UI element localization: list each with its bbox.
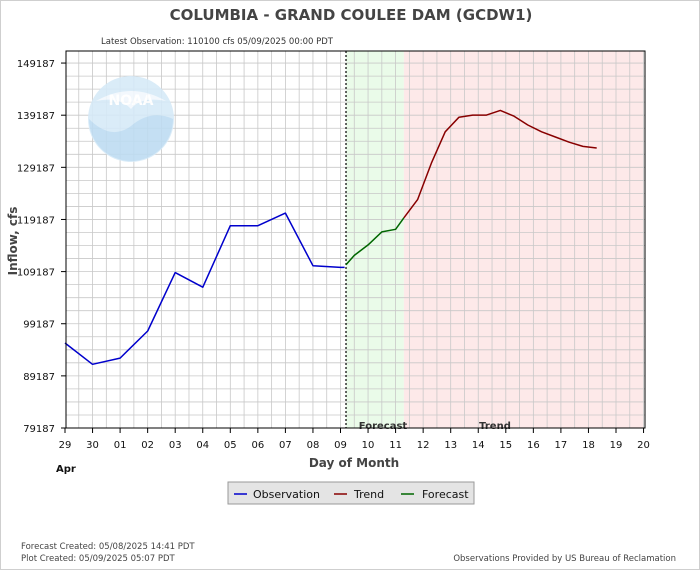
data-source: Observations Provided by US Bureau of Re… xyxy=(453,554,676,564)
x-tick-label: 06 xyxy=(251,440,264,451)
y-tick-label: 79187 xyxy=(23,424,55,435)
y-tick-label: 139187 xyxy=(17,111,55,122)
y-tick-labels: 79187 89187 99187 109187 119187 129187 139187 1… xyxy=(17,59,66,435)
x-tick-label: 29 xyxy=(59,440,72,451)
series-line-observation xyxy=(64,212,345,366)
x-tick-label: 30 xyxy=(86,440,99,451)
plot-border xyxy=(65,50,646,429)
legend-trend: Trend xyxy=(353,488,384,501)
legend: Observation Trend Forecast xyxy=(227,481,475,505)
x-tick-label: 17 xyxy=(555,440,568,451)
legend-forecast: Forecast xyxy=(422,488,469,501)
x-tick-label: 12 xyxy=(417,440,430,451)
region-forecast xyxy=(346,51,404,428)
x-tick-label: 01 xyxy=(114,440,127,451)
data-series xyxy=(64,109,597,366)
x-tick-label: 02 xyxy=(141,440,154,451)
y-axis-label: Inflow, cfs xyxy=(6,207,20,276)
x-tick-label: 14 xyxy=(472,440,485,451)
latest-observation: Latest Observation: 110100 cfs 05/09/202… xyxy=(101,37,334,47)
y-tick-label: 119187 xyxy=(17,215,55,226)
forecast-created: Forecast Created: 05/08/2025 14:41 PDT xyxy=(21,542,195,552)
x-tick-label: 03 xyxy=(169,440,182,451)
x-tick-label: 15 xyxy=(499,440,512,451)
x-tick-label: 19 xyxy=(610,440,623,451)
x-tick-label: 18 xyxy=(582,440,595,451)
x-tick-label: 20 xyxy=(637,440,650,451)
series-line-forecast xyxy=(345,217,405,266)
region-trend xyxy=(403,51,644,428)
x-tick-label: 07 xyxy=(279,440,292,451)
x-tick-label: 10 xyxy=(362,440,375,451)
trend-region-label: Trend xyxy=(479,421,511,432)
y-tick-label: 89187 xyxy=(23,372,55,383)
y-tick-label: 99187 xyxy=(23,320,55,331)
x-tick-labels: 29 30 01 02 03 04 05 06 07 08 09 10 11 12 13 14 15 16 17 18… xyxy=(59,428,650,451)
x-tick-label: 16 xyxy=(527,440,540,451)
x-tick-label: 05 xyxy=(224,440,237,451)
series-line-trend xyxy=(403,109,597,219)
noaa-logo: NOAA xyxy=(88,76,174,162)
y-tick-label: 149187 xyxy=(17,59,55,70)
chart-title: COLUMBIA - GRAND COULEE DAM (GCDW1) xyxy=(170,6,533,24)
legend-observation: Observation xyxy=(253,488,320,501)
plot-created: Plot Created: 05/09/2025 05:07 PDT xyxy=(21,554,175,564)
x-month-label: Apr xyxy=(56,464,76,475)
x-tick-label: 09 xyxy=(334,440,347,451)
svg-text:NOAA: NOAA xyxy=(109,93,154,109)
y-tick-label: 109187 xyxy=(17,268,55,279)
forecast-region-label: Forecast xyxy=(359,421,408,432)
x-axis-label: Day of Month xyxy=(309,456,399,470)
forecast-trend-regions xyxy=(346,51,644,428)
x-tick-label: 11 xyxy=(389,440,402,451)
x-tick-label: 04 xyxy=(196,440,209,451)
x-tick-label: 08 xyxy=(307,440,320,451)
y-tick-label: 129187 xyxy=(17,163,55,174)
x-tick-label: 13 xyxy=(444,440,457,451)
